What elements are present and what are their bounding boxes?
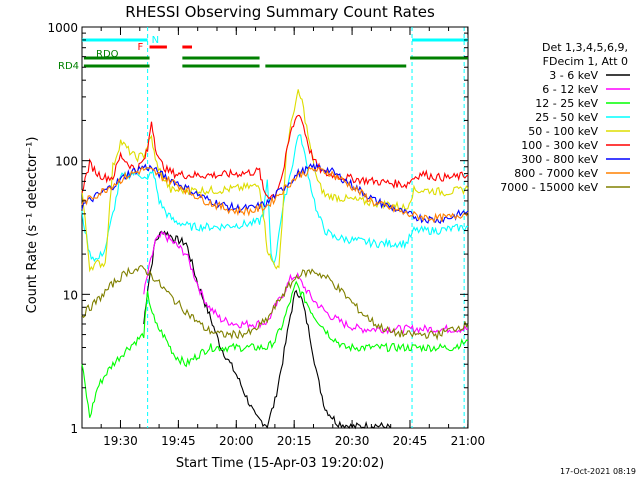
legend-entry-label: 300 - 800 keV [521,153,598,166]
legend-entry-label: 3 - 6 keV [549,69,598,82]
x-tick-label: 20:15 [277,434,312,448]
series-line-3 [81,280,469,418]
legend-header-line: FDecim 1, Att 0 [543,55,628,68]
flag-label-f: F [138,42,144,53]
series-line-6 [81,114,469,201]
legend-entry-label: 50 - 100 keV [528,125,598,138]
series-line-2 [143,230,469,335]
y-tick-label: 100 [55,155,78,169]
flag-label-rdo: RDO [96,49,119,60]
y-tick-label: 1000 [47,21,78,35]
x-tick-label: 20:00 [219,434,254,448]
flag-label-rd4: RD4 [58,61,79,72]
y-axis: 1 10 100 1000 [47,21,468,436]
y-axis-label: Count Rate (s⁻¹ detector⁻¹) [25,137,40,314]
legend-entry-label: 100 - 300 keV [521,139,598,152]
legend: Det 1,3,4,5,6,9,FDecim 1, Att 03 - 6 keV… [500,41,630,194]
legend-entry-label: 800 - 7000 keV [514,167,598,180]
plot-frame [81,26,469,429]
x-axis-label: Start Time (15-Apr-03 19:20:02) [176,456,384,471]
plot-area: NF RDO RD4 [58,26,469,430]
y-tick-label: 10 [63,288,78,302]
legend-entry-label: 7000 - 15000 keV [500,181,598,194]
series-line-1 [143,230,392,430]
legend-header-line: Det 1,3,4,5,6,9, [542,41,628,54]
series-line-8 [81,166,469,224]
legend-entry-label: 25 - 50 keV [535,111,598,124]
series-line-5 [81,89,469,273]
series-line-9 [81,264,469,341]
x-tick-label: 20:45 [393,434,428,448]
x-tick-label: 19:30 [103,434,138,448]
x-tick-label: 20:30 [335,434,370,448]
chart-title: RHESSI Observing Summary Count Rates [125,3,435,21]
legend-entry-label: 12 - 25 keV [535,97,598,110]
flag-label-n: N [152,35,159,46]
y-tick-label: 1 [70,422,78,436]
x-tick-label: 21:00 [451,434,486,448]
x-tick-label: 19:45 [161,434,196,448]
legend-entry-label: 6 - 12 keV [542,83,598,96]
x-axis: 19:30 19:45 20:00 20:15 20:30 20:45 21:00 [100,27,486,448]
timestamp: 17-Oct-2021 08:19 [560,467,636,476]
